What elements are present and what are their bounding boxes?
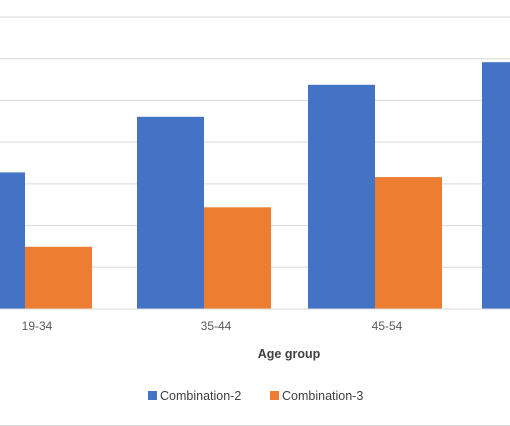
legend-label-combination-2: Combination-2 (160, 389, 241, 403)
x-tick-label-19-34: 19-34 (22, 319, 53, 333)
x-tick-label-35-44: 35-44 (201, 319, 232, 333)
bar-combination-2-55+ (482, 62, 510, 310)
legend-swatch-combination-2 (148, 391, 157, 400)
bar-combination-2-19-34 (0, 172, 25, 309)
legend-label-combination-3: Combination-3 (282, 389, 363, 403)
x-tick-labels: 19-34 35-44 45-54 (22, 319, 403, 333)
bar-combination-3-35-44 (204, 207, 271, 309)
x-axis-label: Age group (258, 347, 321, 361)
bar-combination-2-35-44 (137, 116, 204, 309)
legend: Combination-2 Combination-3 (148, 389, 363, 403)
x-tick-label-45-54: 45-54 (372, 319, 403, 333)
bar-combination-3-19-34 (25, 246, 92, 309)
bars (0, 62, 510, 310)
legend-swatch-combination-3 (270, 391, 279, 400)
bar-combination-3-45-54 (375, 177, 442, 309)
bar-combination-2-45-54 (308, 84, 375, 309)
